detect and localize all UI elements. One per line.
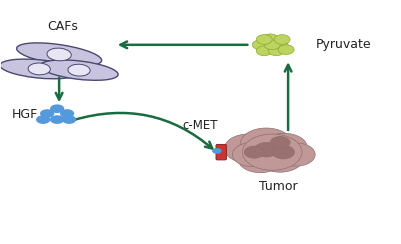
Circle shape [264,40,280,50]
Circle shape [244,146,264,158]
Circle shape [212,148,222,154]
Circle shape [256,46,272,56]
Ellipse shape [47,48,71,61]
Circle shape [238,146,282,173]
Circle shape [256,35,272,44]
FancyBboxPatch shape [216,144,227,160]
Circle shape [254,142,278,157]
Circle shape [278,45,294,54]
Circle shape [40,109,55,118]
Ellipse shape [16,43,101,66]
Circle shape [62,115,76,124]
Ellipse shape [68,64,90,76]
Ellipse shape [28,63,51,75]
Circle shape [242,134,302,170]
Circle shape [262,34,278,44]
Ellipse shape [0,59,79,79]
Circle shape [232,142,272,167]
Circle shape [272,40,288,50]
Circle shape [225,134,272,163]
Text: Tumor: Tumor [259,180,298,193]
Ellipse shape [40,60,118,80]
Circle shape [257,144,303,172]
Circle shape [261,133,307,161]
Circle shape [50,115,64,124]
Circle shape [50,104,64,113]
Circle shape [60,109,74,118]
Circle shape [36,115,51,124]
Circle shape [274,35,290,44]
Circle shape [240,128,292,159]
Text: Pyruvate: Pyruvate [316,38,372,51]
Text: HGF: HGF [12,108,38,121]
Text: CAFs: CAFs [48,20,79,33]
Circle shape [277,143,315,166]
Circle shape [272,145,294,159]
Circle shape [270,136,290,149]
Circle shape [268,46,284,56]
Text: c-MET: c-MET [183,119,218,132]
Circle shape [252,40,268,50]
